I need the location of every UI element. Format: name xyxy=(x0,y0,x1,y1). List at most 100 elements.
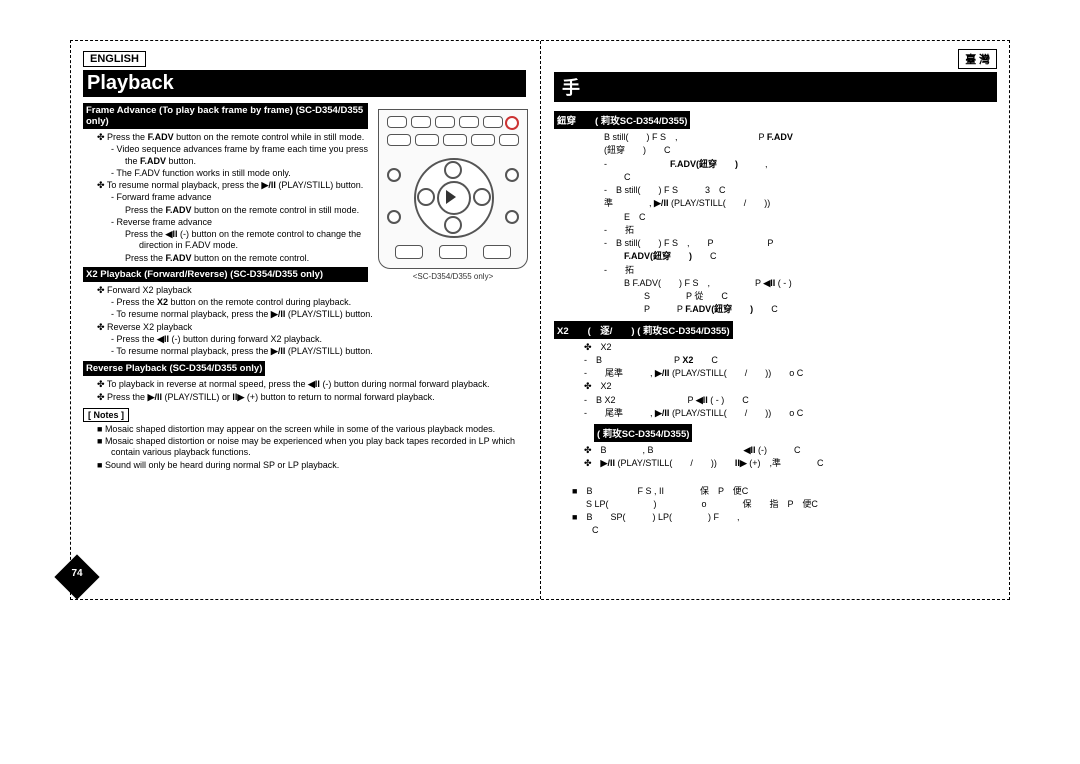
remote-btn xyxy=(499,134,519,146)
text: - F.ADV(鈕穿 ) , xyxy=(604,159,997,170)
left-column: ENGLISH Playback xyxy=(77,49,532,589)
remote-caption: <SC-D354/D355 only> xyxy=(378,272,528,281)
remote-power-icon xyxy=(505,116,519,130)
manual-page: ENGLISH Playback xyxy=(70,40,1010,600)
text: - 尾準 , ▶/II (PLAY/STILL( / )) o C xyxy=(584,368,997,379)
text: 準 , ▶/II (PLAY/STILL( / )) xyxy=(604,198,997,209)
text: Press the F.ADV button on the remote con… xyxy=(83,253,368,264)
remote-btn xyxy=(459,116,479,128)
remote-small-icon xyxy=(505,210,519,224)
section-x2-tw: X2 ( 逐/ ) ( 莉玫SC-D354/D355) xyxy=(554,321,733,339)
language-label-tw: 臺 灣 xyxy=(958,49,997,69)
text: B F.ADV( ) F S , P ◀II ( - ) xyxy=(604,278,997,289)
text: ■ B SP( ) LP( ) F , xyxy=(572,512,997,523)
x2-body-tw: ✤ X2 - B P X2 C - 尾準 , ▶/II (PLAY/STILL(… xyxy=(554,342,997,420)
frame-advance-body: ✤ Press the F.ADV button on the remote c… xyxy=(83,132,368,264)
remote-small-icon xyxy=(387,210,401,224)
notes-label: [ Notes ] xyxy=(83,408,129,422)
text: - 拓 xyxy=(604,265,997,276)
reverse-body-tw: ✤ B , B ◀II (-) C ✤ ▶/II (PLAY/STILL( / … xyxy=(554,445,997,470)
title-bar-en: Playback xyxy=(83,70,526,97)
section-frame-advance-tw: 鈕穿 ( 莉玫SC-D354/D355) xyxy=(554,111,690,129)
text: E C xyxy=(604,212,997,223)
text: Press the F.ADV button on the remote con… xyxy=(83,205,368,216)
text: ✤ X2 xyxy=(584,381,997,392)
reverse-body: ✤ To playback in reverse at normal speed… xyxy=(83,379,523,403)
text: ✤ Forward X2 playback xyxy=(83,285,523,296)
text: - B still( ) F S 3 C xyxy=(604,185,997,196)
text: - B still( ) F S , P P xyxy=(604,238,997,249)
remote-btn xyxy=(483,116,503,128)
text: F.ADV(鈕穿 ) C xyxy=(604,251,997,262)
left-main-content: Frame Advance (To play back frame by fra… xyxy=(83,103,368,471)
text: - B X2 P ◀II ( - ) C xyxy=(584,395,997,406)
text: - B P X2 C xyxy=(584,355,997,366)
section-x2: X2 Playback (Forward/Reverse) (SC-D354/D… xyxy=(83,267,368,282)
play-triangle-icon xyxy=(446,190,456,204)
remote-control-diagram xyxy=(378,109,528,269)
section-reverse-tw: ( 莉玫SC-D354/D355) xyxy=(594,424,692,442)
sec3-wrap: ( 莉玫SC-D354/D355) xyxy=(554,421,997,445)
remote-btn xyxy=(387,116,407,128)
text: - Press the ◀II (-) button during forwar… xyxy=(83,334,523,345)
remote-btn xyxy=(415,134,439,146)
remote-btn xyxy=(443,134,467,146)
right-column: 臺 灣 手 鈕穿 ( 莉玫SC-D354/D355) B still( ) F … xyxy=(548,49,1003,589)
text: ✤ X2 xyxy=(584,342,997,353)
page-title-tw: 手 xyxy=(562,74,580,100)
remote-small-icon xyxy=(505,168,519,182)
notes-body-tw: ■ B F S , II 保 P 便C S LP( ) o 保 指 P 便C ■… xyxy=(554,486,997,537)
section-reverse: Reverse Playback (SC-D354/D355 only) xyxy=(83,361,265,376)
text: S LP( ) o 保 指 P 便C xyxy=(572,499,997,510)
remote-left-icon xyxy=(417,188,435,206)
remote-btn xyxy=(411,116,431,128)
remote-btn xyxy=(483,245,511,259)
text: ✤ Press the ▶/II (PLAY/STILL) or II▶ (+)… xyxy=(83,392,523,403)
text: Press the ◀II (-) button on the remote c… xyxy=(83,229,368,252)
frame-advance-body-tw: B still( ) F S , P F.ADV (鈕穿 ) C - F.ADV… xyxy=(554,132,997,316)
text: - Forward frame advance xyxy=(83,192,368,203)
text: C xyxy=(604,172,997,183)
text: ■ Mosaic shaped distortion or noise may … xyxy=(83,436,523,459)
text: (鈕穿 ) C xyxy=(604,145,997,156)
text: - 拓 xyxy=(604,225,997,236)
text: - Press the X2 button on the remote cont… xyxy=(83,297,523,308)
remote-btn xyxy=(439,245,467,259)
text: S P 從 C xyxy=(604,291,997,302)
section-frame-advance: Frame Advance (To play back frame by fra… xyxy=(83,103,368,129)
remote-right-icon xyxy=(473,188,491,206)
page-title-en: Playback xyxy=(87,72,174,95)
text: ✤ To playback in reverse at normal speed… xyxy=(83,379,523,390)
text: ■ B F S , II 保 P 便C xyxy=(572,486,997,497)
text: B still( ) F S , P F.ADV xyxy=(604,132,997,143)
notes-body: ■ Mosaic shaped distortion may appear on… xyxy=(83,424,523,471)
text: ✤ To resume normal playback, press the ▶… xyxy=(83,180,368,191)
text: - To resume normal playback, press the ▶… xyxy=(83,346,523,357)
text: ■ Mosaic shaped distortion may appear on… xyxy=(83,424,523,435)
title-bar-tw: 手 xyxy=(554,72,997,102)
remote-small-icon xyxy=(387,168,401,182)
language-label-en: ENGLISH xyxy=(83,51,146,67)
remote-btn xyxy=(395,245,423,259)
x2-body: ✤ Forward X2 playback - Press the X2 but… xyxy=(83,285,523,358)
text: ✤ Press the F.ADV button on the remote c… xyxy=(83,132,368,143)
text: - To resume normal playback, press the ▶… xyxy=(83,309,523,320)
remote-btn xyxy=(435,116,455,128)
remote-inner xyxy=(379,110,527,268)
text: ✤ B , B ◀II (-) C xyxy=(584,445,997,456)
text: - Reverse frame advance xyxy=(83,217,368,228)
text: ✤ ▶/II (PLAY/STILL( / )) II▶ (+) ,準 C xyxy=(584,458,997,469)
spacer xyxy=(554,472,997,486)
text: P P F.ADV(鈕穿 ) C xyxy=(604,304,997,315)
page-number-badge: 74 xyxy=(54,554,99,599)
page-number: 74 xyxy=(71,568,82,579)
text: - The F.ADV function works in still mode… xyxy=(83,168,368,179)
text: - 尾準 , ▶/II (PLAY/STILL( / )) o C xyxy=(584,408,997,419)
text: ✤ Reverse X2 playback xyxy=(83,322,523,333)
remote-down-icon xyxy=(444,216,462,234)
remote-btn xyxy=(471,134,495,146)
remote-btn xyxy=(387,134,411,146)
lang-wrap: 臺 灣 xyxy=(554,49,997,72)
text: ■ Sound will only be heard during normal… xyxy=(83,460,523,471)
text: - Video sequence advances frame by frame… xyxy=(83,144,368,167)
